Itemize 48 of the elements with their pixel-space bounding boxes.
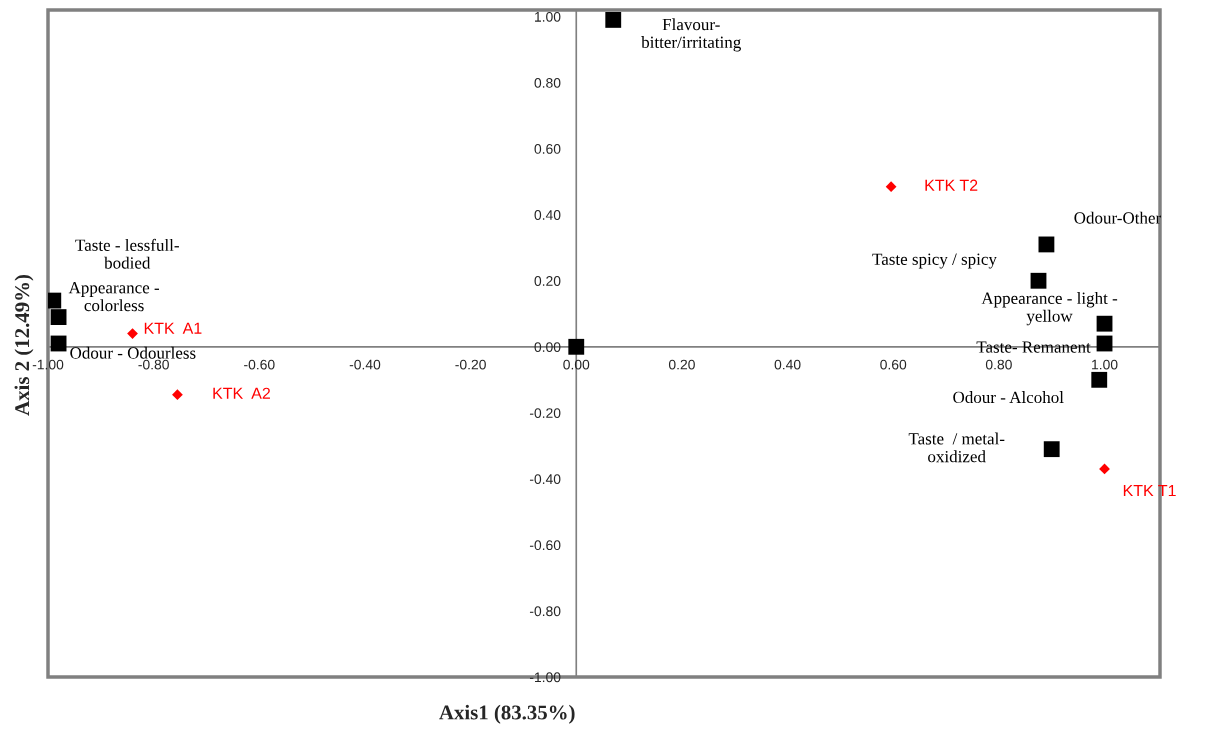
- x-tick-label: -0.60: [244, 359, 275, 370]
- point: [1038, 236, 1055, 253]
- y-tick-label: -0.40: [529, 474, 561, 485]
- series-label: Taste - lessfull- bodied: [75, 238, 179, 269]
- text: Taste / metal- oxidized: [908, 432, 1005, 463]
- series-label: Odour - Alcohol: [953, 391, 1064, 404]
- point: [1043, 441, 1060, 458]
- point: [1096, 315, 1113, 332]
- point: [568, 338, 585, 355]
- y-tick-label: 0.20: [534, 276, 561, 286]
- y-tick-label: 0.40: [534, 210, 561, 220]
- x-tick-label: 0.60: [880, 359, 907, 370]
- series-label: Appearance - light - yellow: [981, 292, 1118, 326]
- point: [1096, 335, 1113, 352]
- x-tick-label: 0.80: [985, 359, 1012, 370]
- series-label: Odour - Odourless: [70, 346, 196, 359]
- series-label: Flavour- bitter/irritating: [641, 18, 741, 52]
- series-label: KTK A1: [144, 322, 202, 334]
- x-tick-label: 1.00: [1092, 359, 1118, 370]
- y-tick-label: 1.00: [535, 11, 561, 22]
- y-tick-label: -0.20: [529, 408, 561, 419]
- point: [172, 389, 183, 401]
- text: Taste spicy / spicy: [872, 253, 997, 269]
- x-tick-label: 0.20: [668, 359, 695, 370]
- point: [1091, 371, 1108, 388]
- y-tick-label: 0.80: [534, 77, 561, 88]
- y-tick-label: -0.60: [529, 540, 561, 551]
- y-tick-label: -0.80: [529, 606, 561, 617]
- point: [48, 292, 62, 309]
- x-tick-label: -0.80: [138, 359, 169, 370]
- series-label: Odour-Other: [1074, 211, 1162, 224]
- point: [50, 335, 67, 352]
- series-label: KTK A2: [213, 387, 270, 399]
- point: [127, 328, 138, 339]
- point: [885, 181, 897, 193]
- x-tick-label: -0.40: [349, 359, 381, 370]
- point: [50, 309, 67, 325]
- y-tick-label: 0.60: [534, 144, 561, 154]
- series-label: Appearance - colorless: [68, 282, 160, 312]
- x-axis-title: Axis1 (83.35%): [439, 704, 575, 724]
- point: [1030, 272, 1047, 289]
- series-label: KTK T1: [1123, 485, 1176, 497]
- point: [605, 11, 622, 28]
- series-label: KTK T2: [925, 179, 978, 191]
- x-tick-label: 0.40: [774, 359, 801, 370]
- y-axis-title: Axis 2 (12.49%): [14, 275, 34, 416]
- series-label: Taste- Remanent: [976, 341, 1091, 353]
- x-tick-label: -0.20: [455, 359, 486, 370]
